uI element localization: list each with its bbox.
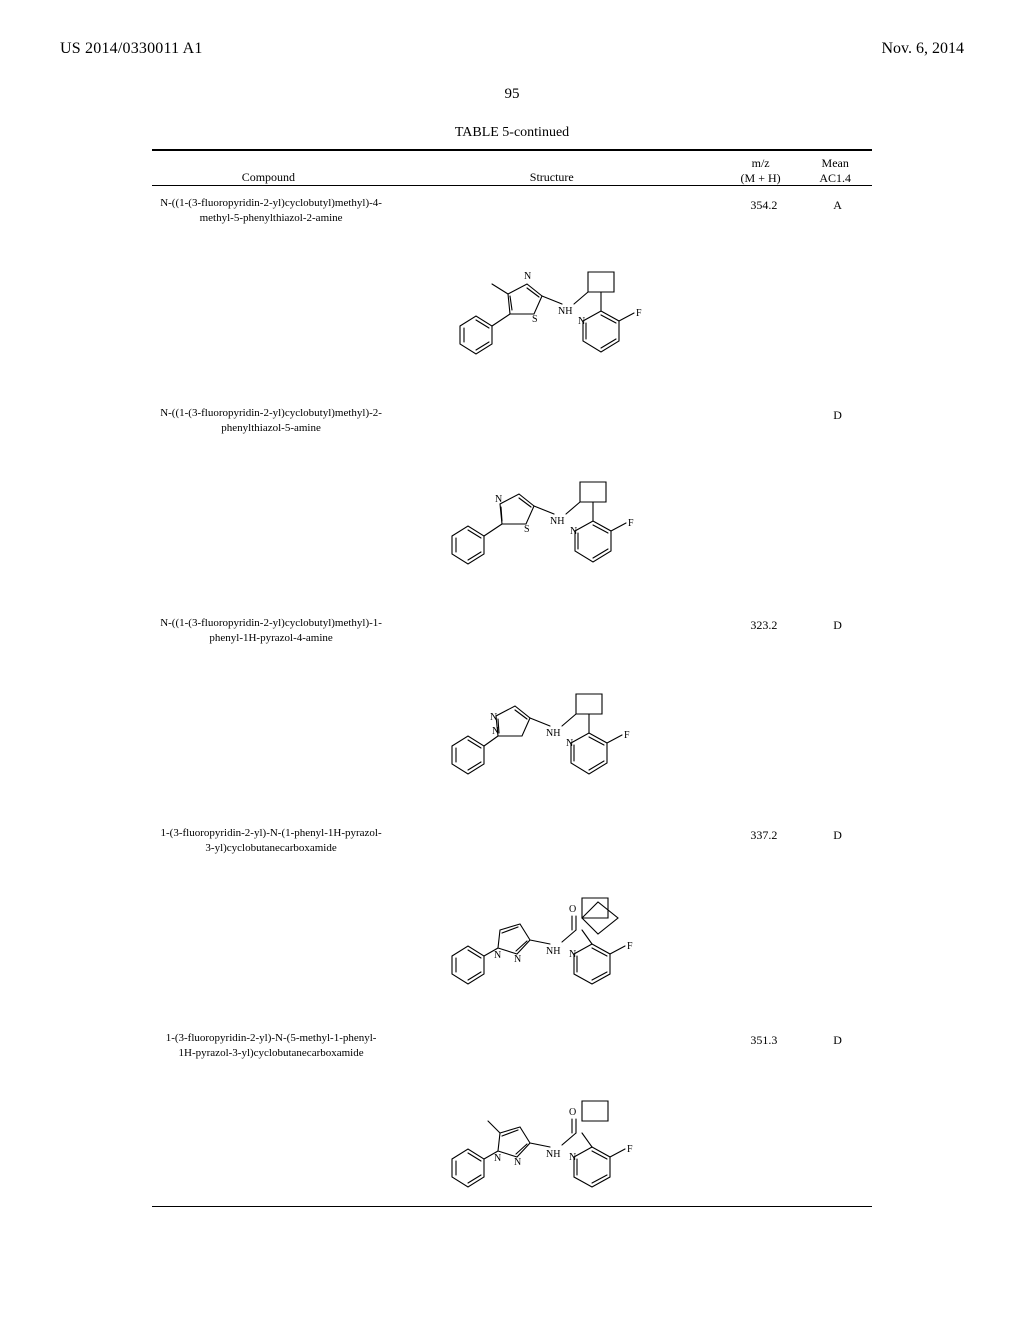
structure-cell: N N NH bbox=[390, 616, 724, 776]
svg-text:O: O bbox=[569, 904, 576, 915]
table-row: N-((1-(3-fluoropyridin-2-yl)cyclobutyl)m… bbox=[152, 606, 872, 816]
col-header-compound: Compound bbox=[154, 170, 383, 185]
structure-cell: N S NH bbox=[390, 196, 724, 356]
svg-text:N: N bbox=[578, 316, 585, 327]
table-column-headers: Compound Structure m/z (M + H) Mean AC1.… bbox=[152, 151, 872, 185]
structure-cell: N N NH O bbox=[390, 826, 724, 986]
compound-name: N-((1-(3-fluoropyridin-2-yl)cyclobutyl)m… bbox=[152, 196, 390, 226]
svg-text:N: N bbox=[490, 712, 497, 723]
mean-value: D bbox=[803, 826, 872, 842]
page-number: 95 bbox=[60, 86, 964, 103]
svg-text:F: F bbox=[624, 730, 630, 741]
table-caption: TABLE 5-continued bbox=[152, 125, 872, 141]
table-row: 1-(3-fluoropyridin-2-yl)-N-(5-methyl-1-p… bbox=[152, 1021, 872, 1206]
svg-text:NH: NH bbox=[550, 516, 564, 527]
structure-cell: N N NH O bbox=[390, 1031, 724, 1191]
chemical-structure: N S NH bbox=[432, 196, 682, 356]
mz-value: 351.3 bbox=[725, 1031, 804, 1047]
svg-text:N: N bbox=[494, 950, 501, 961]
mz-value bbox=[725, 406, 804, 408]
svg-text:N: N bbox=[494, 1153, 501, 1164]
mean-label-2: AC1.4 bbox=[819, 171, 851, 185]
table-row: N-((1-(3-fluoropyridin-2-yl)cyclobutyl)m… bbox=[152, 396, 872, 606]
compound-table: TABLE 5-continued Compound Structure m/z… bbox=[152, 125, 872, 1207]
svg-text:NH: NH bbox=[546, 946, 560, 957]
svg-text:NH: NH bbox=[558, 306, 572, 317]
table-row: 1-(3-fluoropyridin-2-yl)-N-(1-phenyl-1H-… bbox=[152, 816, 872, 1021]
publication-number: US 2014/0330011 A1 bbox=[60, 40, 203, 58]
svg-text:NH: NH bbox=[546, 728, 560, 739]
compound-name: 1-(3-fluoropyridin-2-yl)-N-(1-phenyl-1H-… bbox=[152, 826, 390, 856]
compound-name: N-((1-(3-fluoropyridin-2-yl)cyclobutyl)m… bbox=[152, 406, 390, 436]
svg-text:N: N bbox=[524, 271, 531, 282]
col-header-structure: Structure bbox=[383, 170, 721, 185]
mz-label-2: (M + H) bbox=[741, 171, 781, 185]
structure-cell: N S NH bbox=[390, 406, 724, 566]
mz-label-1: m/z bbox=[752, 156, 770, 170]
svg-text:F: F bbox=[627, 1144, 633, 1155]
mean-label-1: Mean bbox=[822, 156, 849, 170]
publication-date: Nov. 6, 2014 bbox=[881, 40, 964, 58]
chemical-structure: N N NH O bbox=[432, 1031, 682, 1191]
svg-text:S: S bbox=[524, 524, 530, 535]
mean-value: D bbox=[803, 1031, 872, 1047]
svg-text:F: F bbox=[628, 518, 634, 529]
svg-text:N: N bbox=[569, 949, 576, 960]
mz-value: 354.2 bbox=[725, 196, 804, 212]
svg-text:N: N bbox=[514, 954, 521, 965]
mz-value: 337.2 bbox=[725, 826, 804, 842]
chemical-structure: N S NH bbox=[432, 406, 682, 566]
svg-text:F: F bbox=[627, 941, 633, 952]
mean-value: D bbox=[803, 406, 872, 422]
svg-text:NH: NH bbox=[546, 1149, 560, 1160]
compound-name: N-((1-(3-fluoropyridin-2-yl)cyclobutyl)m… bbox=[152, 616, 390, 646]
mean-value: D bbox=[803, 616, 872, 632]
svg-text:N: N bbox=[495, 494, 502, 505]
svg-text:F: F bbox=[636, 308, 642, 319]
table-row: N-((1-(3-fluoropyridin-2-yl)cyclobutyl)m… bbox=[152, 186, 872, 396]
svg-text:N: N bbox=[566, 738, 573, 749]
compound-name: 1-(3-fluoropyridin-2-yl)-N-(5-methyl-1-p… bbox=[152, 1031, 390, 1061]
svg-text:S: S bbox=[532, 314, 538, 325]
chemical-structure: N N NH bbox=[432, 616, 682, 776]
col-header-mz: m/z (M + H) bbox=[721, 156, 801, 185]
col-header-mean: Mean AC1.4 bbox=[800, 156, 870, 185]
table-bottom-rule bbox=[152, 1206, 872, 1207]
page-header: US 2014/0330011 A1 Nov. 6, 2014 bbox=[60, 40, 964, 58]
svg-text:N: N bbox=[569, 1152, 576, 1163]
svg-text:O: O bbox=[569, 1107, 576, 1118]
chemical-structure: N N NH O bbox=[432, 826, 682, 986]
mean-value: A bbox=[803, 196, 872, 212]
svg-text:N: N bbox=[514, 1157, 521, 1168]
mz-value: 323.2 bbox=[725, 616, 804, 632]
svg-text:N: N bbox=[570, 526, 577, 537]
